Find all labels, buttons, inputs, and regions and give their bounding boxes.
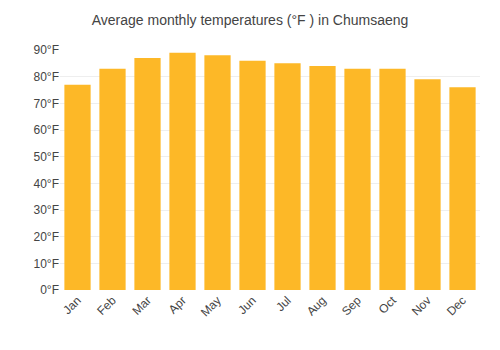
svg-text:Aug: Aug bbox=[304, 293, 329, 318]
svg-text:30°F: 30°F bbox=[34, 203, 59, 217]
svg-text:Sep: Sep bbox=[339, 293, 364, 318]
svg-text:Feb: Feb bbox=[94, 293, 119, 318]
svg-text:Jun: Jun bbox=[235, 293, 259, 317]
svg-text:Jan: Jan bbox=[60, 293, 84, 317]
svg-text:0°F: 0°F bbox=[40, 283, 59, 297]
svg-text:Apr: Apr bbox=[166, 293, 189, 316]
svg-text:Average monthly temperatures (: Average monthly temperatures (°F ) in Ch… bbox=[92, 12, 409, 28]
svg-text:Oct: Oct bbox=[376, 293, 400, 317]
svg-text:50°F: 50°F bbox=[34, 150, 59, 164]
svg-text:Mar: Mar bbox=[129, 293, 154, 318]
svg-text:May: May bbox=[198, 293, 224, 319]
svg-text:10°F: 10°F bbox=[34, 257, 59, 271]
svg-text:70°F: 70°F bbox=[34, 97, 59, 111]
svg-text:Nov: Nov bbox=[409, 293, 434, 318]
svg-text:20°F: 20°F bbox=[34, 230, 59, 244]
svg-text:80°F: 80°F bbox=[34, 70, 59, 84]
svg-text:90°F: 90°F bbox=[34, 43, 59, 57]
svg-text:Dec: Dec bbox=[444, 293, 469, 318]
svg-text:40°F: 40°F bbox=[34, 177, 59, 191]
svg-text:60°F: 60°F bbox=[34, 123, 59, 137]
svg-text:Jul: Jul bbox=[273, 293, 294, 314]
